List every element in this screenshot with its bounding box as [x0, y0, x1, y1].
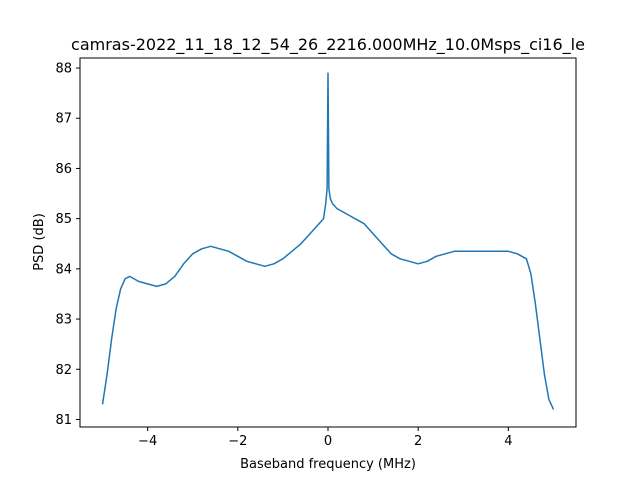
series-line — [101, 72, 555, 410]
y-tick-label: 83 — [55, 313, 72, 328]
y-tick-label: 84 — [55, 262, 72, 277]
x-tick-label: −4 — [138, 434, 157, 449]
x-axis-label: Baseband frequency (MHz) — [240, 457, 416, 472]
x-tick-label: 2 — [414, 434, 422, 449]
y-tick-label: 88 — [55, 62, 72, 77]
y-tick-label: 86 — [55, 162, 72, 177]
y-tick-label: 87 — [55, 112, 72, 127]
x-tick-label: 0 — [324, 434, 332, 449]
y-tick-label: 82 — [55, 363, 72, 378]
plot-area — [101, 72, 555, 410]
x-tick-label: 4 — [504, 434, 512, 449]
y-axis-label: PSD (dB) — [32, 213, 47, 271]
y-axis: 81 82 83 84 85 86 87 88 — [55, 62, 80, 428]
y-tick-label: 81 — [55, 413, 72, 428]
chart-title: camras-2022_11_18_12_54_26_2216.000MHz_1… — [71, 35, 585, 55]
x-tick-label: −2 — [228, 434, 247, 449]
x-axis: −4 −2 0 2 4 — [138, 427, 513, 449]
y-tick-label: 85 — [55, 212, 72, 227]
